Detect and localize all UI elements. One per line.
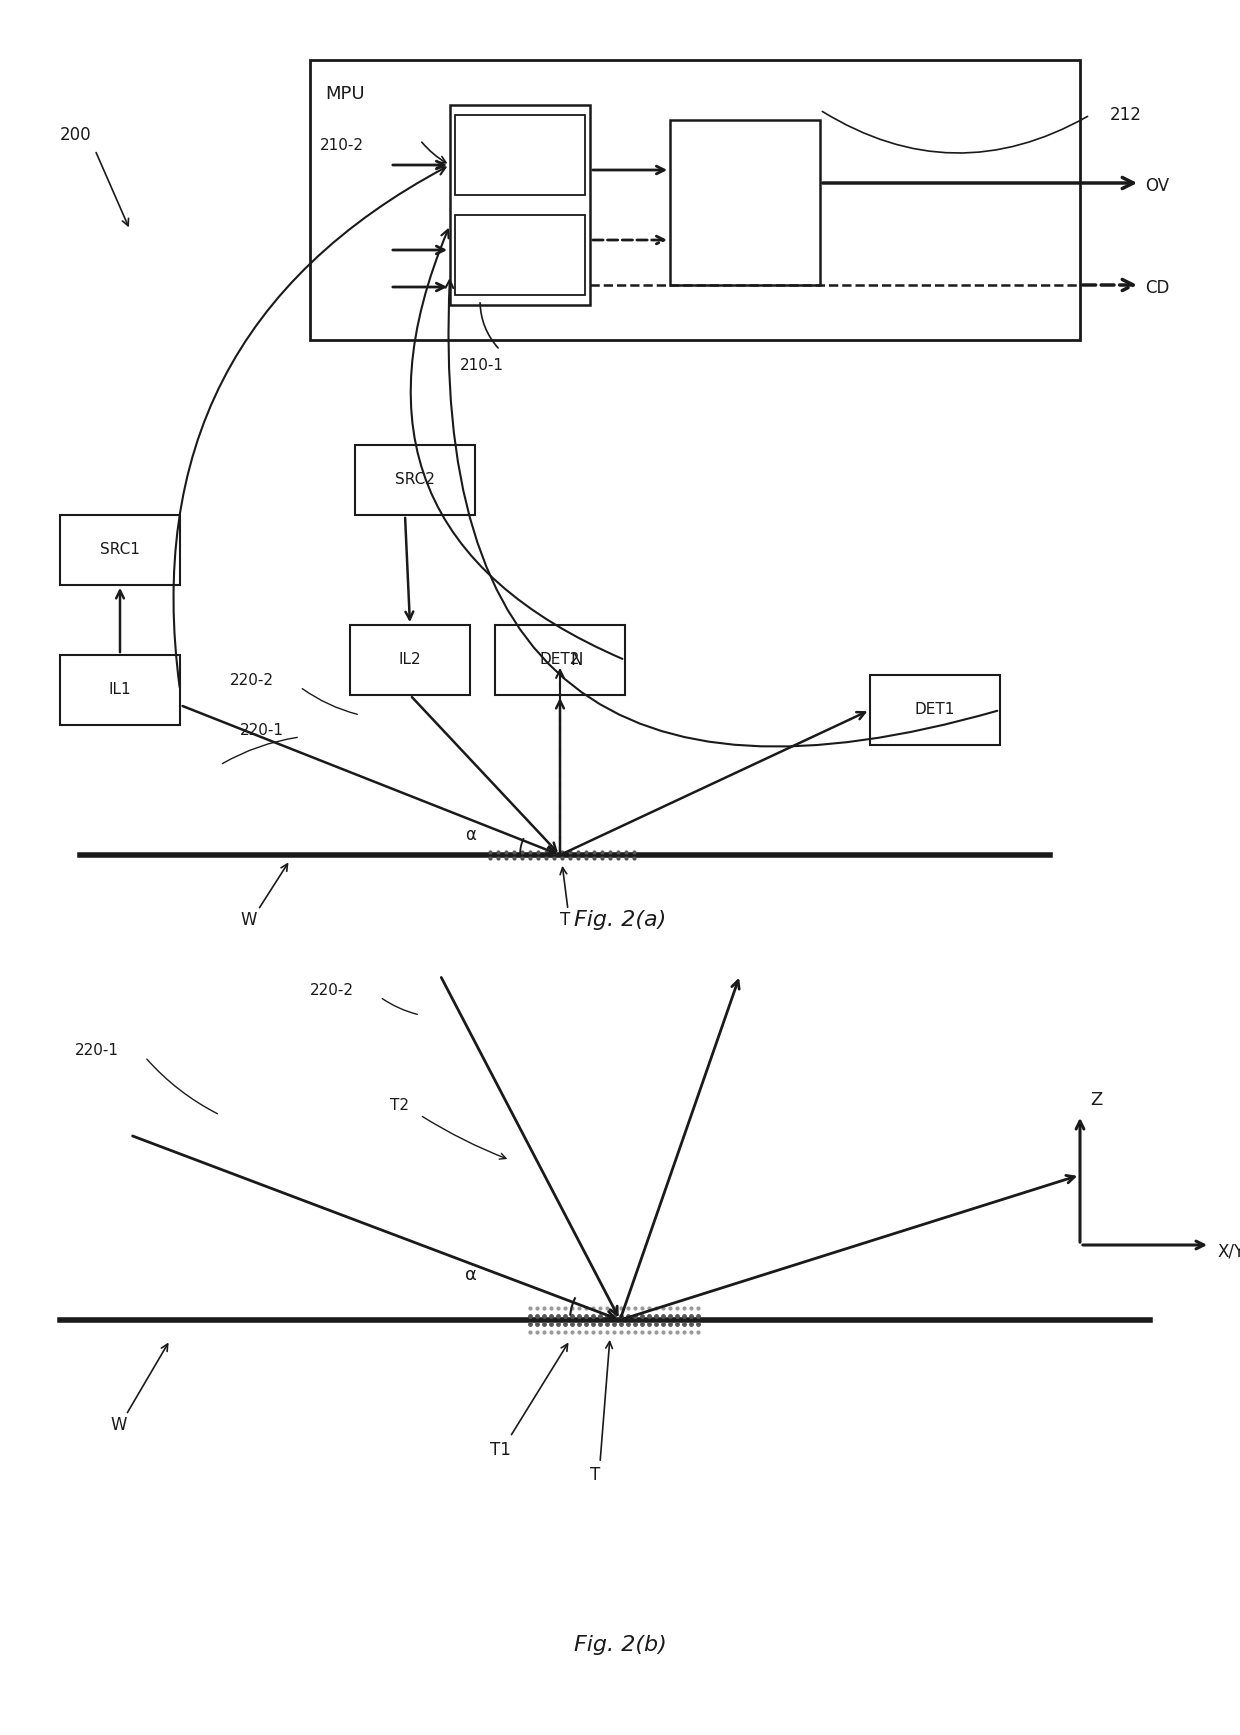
Text: α: α — [465, 826, 476, 843]
Text: OV: OV — [1145, 177, 1169, 194]
Bar — [310, 61, 1080, 340]
FancyArrowPatch shape — [97, 153, 129, 226]
Text: SRC1: SRC1 — [100, 543, 140, 557]
Text: 220-2: 220-2 — [310, 984, 353, 998]
Bar — [870, 675, 999, 744]
Text: IL1: IL1 — [109, 682, 131, 697]
FancyArrowPatch shape — [303, 689, 357, 715]
Bar — [670, 120, 820, 285]
FancyArrowPatch shape — [382, 999, 418, 1015]
FancyArrowPatch shape — [600, 1341, 613, 1461]
Text: Fig. 2(b): Fig. 2(b) — [574, 1634, 666, 1655]
Text: 220-1: 220-1 — [74, 1043, 119, 1058]
Text: IL2: IL2 — [399, 652, 422, 668]
FancyArrowPatch shape — [146, 1058, 217, 1114]
Text: T: T — [590, 1466, 600, 1483]
FancyArrowPatch shape — [480, 304, 498, 349]
Text: 200: 200 — [60, 127, 92, 144]
Bar — [355, 444, 475, 515]
FancyArrowPatch shape — [822, 111, 1087, 153]
Text: CD: CD — [1145, 279, 1169, 297]
Text: α: α — [465, 1267, 477, 1284]
FancyArrowPatch shape — [445, 279, 997, 746]
Text: SRC2: SRC2 — [396, 472, 435, 488]
FancyArrowPatch shape — [511, 1345, 568, 1435]
Text: DET2: DET2 — [539, 652, 580, 668]
FancyArrowPatch shape — [422, 142, 446, 163]
Bar — [495, 625, 625, 696]
Text: MPU: MPU — [325, 85, 365, 102]
Bar — [455, 215, 585, 295]
Bar — [455, 115, 585, 194]
Text: 220-1: 220-1 — [241, 723, 284, 737]
FancyArrowPatch shape — [174, 167, 445, 687]
Text: 212: 212 — [1110, 106, 1142, 123]
Text: 210-2: 210-2 — [320, 139, 365, 153]
Bar — [350, 625, 470, 696]
FancyArrowPatch shape — [423, 1117, 506, 1159]
Text: T2: T2 — [391, 1098, 409, 1112]
Text: N: N — [570, 651, 583, 670]
Text: T: T — [560, 911, 570, 928]
Text: Z: Z — [1090, 1091, 1102, 1109]
Text: DET1: DET1 — [915, 703, 955, 718]
Text: W: W — [241, 911, 257, 928]
FancyArrowPatch shape — [259, 864, 288, 907]
FancyArrowPatch shape — [128, 1345, 167, 1412]
Text: T1: T1 — [490, 1442, 511, 1459]
FancyArrowPatch shape — [560, 868, 568, 907]
Bar — [60, 656, 180, 725]
Text: X/Y: X/Y — [1218, 1242, 1240, 1261]
Bar — [450, 106, 590, 305]
FancyArrowPatch shape — [410, 229, 622, 659]
FancyArrowPatch shape — [222, 737, 298, 763]
Text: W: W — [110, 1416, 126, 1435]
Text: Fig. 2(a): Fig. 2(a) — [574, 909, 666, 930]
Text: 220-2: 220-2 — [229, 673, 274, 689]
Text: 210-1: 210-1 — [460, 357, 503, 373]
Bar — [60, 515, 180, 585]
